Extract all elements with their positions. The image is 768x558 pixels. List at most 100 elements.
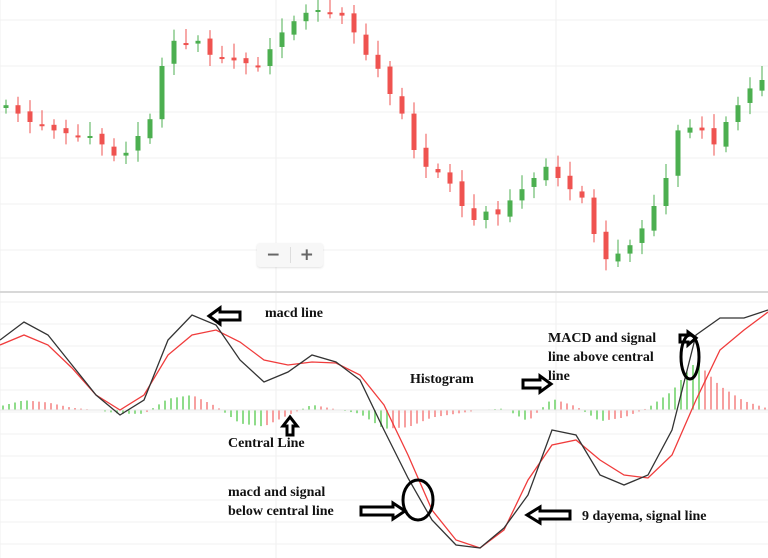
histogram-bar [350,410,352,413]
histogram-bar [164,400,166,410]
macd-line [0,309,768,549]
histogram-bar [320,406,322,410]
candle-body [207,38,213,55]
histogram-bar [446,410,448,416]
candle-body [639,228,645,243]
histogram-bar [290,410,292,414]
candle-body [63,128,69,134]
candle-body [111,146,117,156]
candle-body [171,40,177,64]
histogram-bar [368,410,370,420]
histogram-bar [638,410,640,412]
histogram-bar [122,410,124,414]
candle-body [183,43,189,46]
histogram-bar [260,410,262,427]
candle-body [423,147,429,167]
candle-body [543,166,549,181]
histogram-bar [302,408,304,410]
histogram-bar [44,402,46,410]
zoom-out-button[interactable]: − [266,245,281,265]
candle-body [531,178,537,187]
histogram-bar [548,401,550,410]
candle-body [315,10,321,12]
histogram-bar [572,405,574,410]
histogram-bar [296,410,298,412]
histogram-bar [80,408,82,410]
candle-body [27,111,33,122]
candle-body [591,197,597,234]
histogram-bar [746,401,748,410]
histogram-bar [236,410,238,422]
candle-body [159,66,165,120]
candle-body [195,40,201,44]
histogram-bar [284,410,286,417]
histogram-bar [620,410,622,418]
histogram-bar [632,410,634,414]
label-below-1: macd and signal [228,485,325,500]
histogram-bar [644,408,646,410]
histogram-bar [554,399,556,410]
arrow-right-icon [359,500,408,522]
arrow-right-icon [521,373,554,395]
histogram-bar [602,410,604,421]
histogram-bar [440,410,442,417]
candle-body [699,127,705,131]
zoom-controls: − + [257,243,323,267]
histogram-bar [542,407,544,410]
crossover-below-circle [401,478,435,522]
candle-body [231,57,237,61]
histogram-bar [110,410,112,413]
histogram-bar [596,410,598,420]
histogram-bar [242,410,244,424]
histogram-bar [764,407,766,410]
candle-body [255,65,261,68]
candle-body [387,66,393,94]
histogram-bar [758,405,760,410]
histogram-bar [536,410,538,413]
histogram-bar [362,410,364,416]
annotation-arrows [206,305,699,526]
histogram-bar [152,408,154,410]
zoom-in-button[interactable]: + [299,245,314,265]
histogram-bar [272,410,274,423]
candle-body [483,211,489,220]
candle-body [243,58,249,64]
histogram-bar [650,405,652,410]
label-below-2: below central line [228,504,334,519]
histogram-bar [50,403,52,410]
histogram-bar [410,410,412,427]
histogram-bar [176,397,178,410]
candle-body [3,105,9,108]
histogram-bar [584,410,586,412]
candle-body [567,175,573,190]
histogram-bar [20,401,22,410]
histogram-bar [752,403,754,410]
label-signal-line: 9 dayema, signal line [582,509,706,524]
label-histogram: Histogram [410,372,474,387]
candle-body [15,105,21,114]
histogram-bar [704,370,706,410]
candle-body [447,172,453,184]
histogram-bar [434,410,436,418]
histogram-bar [2,405,4,410]
histogram-bar [356,410,358,414]
macd-histogram [2,364,766,429]
signal-line [0,311,768,549]
candle-body [555,166,561,178]
histogram-bar [140,410,142,414]
candle-body [339,12,345,16]
candle-body [51,124,57,131]
histogram-bar [464,410,466,413]
histogram-bar [314,405,316,410]
histogram-bar [716,382,718,410]
histogram-bar [560,401,562,410]
histogram-bar [128,410,130,414]
candle-body [399,96,405,114]
candle-body [75,135,81,138]
arrow-left-icon [206,305,242,327]
arrow-left-icon [524,504,572,526]
histogram-bar [386,410,388,429]
histogram-bar [392,410,394,429]
